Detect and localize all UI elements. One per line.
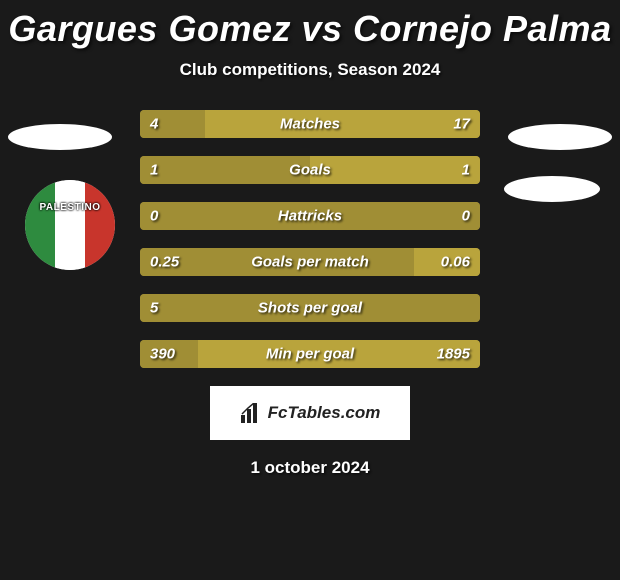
decor-ellipse (8, 124, 112, 150)
stat-value-left: 0.25 (150, 254, 179, 271)
stat-label: Min per goal (140, 346, 480, 363)
stat-label: Goals (140, 162, 480, 179)
date-label: 1 october 2024 (0, 458, 620, 478)
stat-value-right: 1895 (437, 346, 470, 363)
stat-bar: Hattricks0 0 (140, 202, 480, 230)
stat-label: Hattricks (140, 208, 480, 225)
stat-value-right: 17 (453, 116, 470, 133)
stat-bar: Goals1 1 (140, 156, 480, 184)
stat-value-left: 390 (150, 346, 175, 363)
decor-ellipse (504, 176, 600, 202)
stat-value-right: 0 (462, 208, 470, 225)
subtitle: Club competitions, Season 2024 (0, 60, 620, 80)
stat-bar: Min per goal390 1895 (140, 340, 480, 368)
stat-label: Shots per goal (140, 300, 480, 317)
club-badge-palestino: PALESTINO (25, 180, 115, 270)
badge-stripe (55, 180, 85, 270)
decor-ellipse (508, 124, 612, 150)
stat-value-left: 1 (150, 162, 158, 179)
stat-value-right: 1 (462, 162, 470, 179)
brand-text: FcTables.com (268, 403, 381, 423)
stat-value-left: 0 (150, 208, 158, 225)
stat-bar: Goals per match0.25 0.06 (140, 248, 480, 276)
badge-stripe (25, 180, 55, 270)
brand-logo: FcTables.com (210, 386, 410, 440)
stat-value-left: 4 (150, 116, 158, 133)
stats-bars: Matches4 17 Goals1 1 Hattricks0 0 Goals per ma… (140, 110, 480, 368)
stat-value-right: 0.06 (441, 254, 470, 271)
bars-icon (240, 403, 262, 423)
badge-stripe (85, 180, 115, 270)
stat-label: Goals per match (140, 254, 480, 271)
stat-bar: Matches4 17 (140, 110, 480, 138)
page-title: Gargues Gomez vs Cornejo Palma (0, 8, 620, 50)
badge-text: PALESTINO (25, 202, 115, 213)
stat-bar: Shots per goal5 (140, 294, 480, 322)
stat-label: Matches (140, 116, 480, 133)
stat-value-left: 5 (150, 300, 158, 317)
